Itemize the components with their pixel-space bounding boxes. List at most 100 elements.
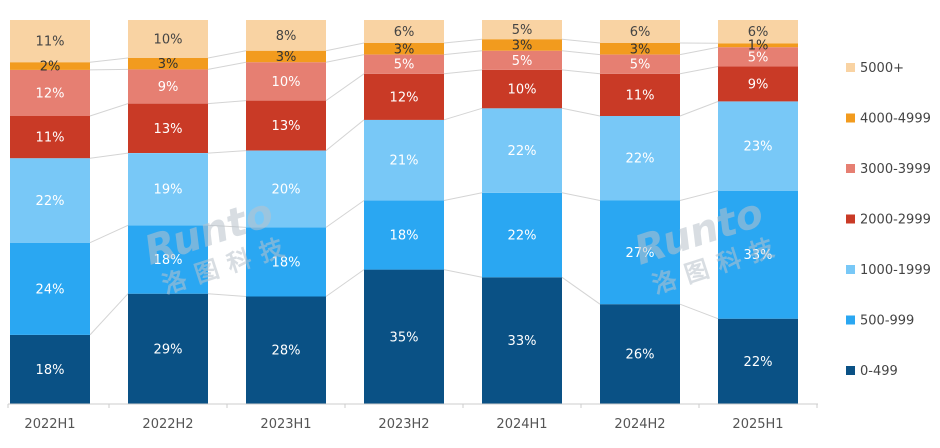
data-label: 33%: [508, 334, 537, 349]
data-label: 11%: [626, 88, 655, 103]
data-label: 20%: [272, 183, 301, 198]
data-label: 22%: [508, 229, 537, 244]
data-label: 11%: [36, 35, 65, 50]
connector-line: [562, 193, 600, 201]
bars-group: [10, 20, 798, 404]
connector-line: [90, 69, 128, 70]
legend-swatch: [846, 215, 855, 224]
data-label: 21%: [390, 154, 419, 169]
data-label: 29%: [154, 342, 183, 357]
connector-line: [208, 62, 246, 69]
legend-item: 0-499: [846, 364, 898, 379]
x-tick-label: 2025H1: [732, 417, 783, 432]
connector-line: [208, 151, 246, 154]
legend-label: 2000-2999: [860, 213, 931, 228]
data-label: 28%: [272, 344, 301, 359]
connector-line: [444, 108, 482, 120]
connector-line: [90, 153, 128, 158]
data-label: 12%: [390, 90, 419, 105]
connector-line: [208, 294, 246, 297]
data-label: 5%: [512, 23, 533, 38]
connector-line: [680, 191, 718, 201]
data-label: 13%: [154, 122, 183, 137]
connector-line: [680, 67, 718, 74]
legend-label: 4000-4999: [860, 112, 931, 127]
legend-item: 500-999: [846, 314, 914, 329]
connector-line: [562, 39, 600, 43]
connector-line: [444, 270, 482, 278]
data-label: 22%: [626, 152, 655, 167]
data-label: 11%: [36, 131, 65, 146]
legend-swatch: [846, 114, 855, 123]
connector-line: [444, 39, 482, 43]
data-label: 5%: [394, 58, 415, 73]
connector-line: [562, 277, 600, 304]
watermarks: Runto 洛图科技 Runto 洛图科技: [139, 187, 787, 301]
legend-label: 500-999: [860, 314, 914, 329]
data-label: 8%: [276, 29, 297, 44]
data-label: 13%: [272, 119, 301, 134]
data-label: 22%: [508, 144, 537, 159]
data-label: 10%: [154, 33, 183, 48]
connector-line: [326, 43, 364, 51]
data-label: 18%: [36, 363, 65, 378]
legend-item: 2000-2999: [846, 213, 931, 228]
legend-swatch: [846, 366, 855, 375]
data-label: 22%: [744, 355, 773, 370]
data-label: 6%: [394, 25, 415, 40]
data-label: 2%: [40, 60, 61, 75]
connector-line: [90, 225, 128, 242]
data-label: 3%: [158, 57, 179, 72]
data-label: 5%: [630, 58, 651, 73]
legend-item: 3000-3999: [846, 162, 931, 177]
connector-line: [680, 304, 718, 319]
legend-label: 1000-1999: [860, 263, 931, 278]
legend-label: 0-499: [860, 364, 898, 379]
connector-line: [208, 51, 246, 58]
data-label: 12%: [36, 87, 65, 102]
connector-line: [562, 108, 600, 116]
connector-line: [208, 101, 246, 104]
connector-line: [562, 70, 600, 74]
connector-line: [444, 51, 482, 55]
connector-line: [326, 74, 364, 101]
connector-line: [562, 51, 600, 55]
data-label: 26%: [626, 348, 655, 363]
data-label: 6%: [630, 25, 651, 40]
data-label: 24%: [36, 282, 65, 297]
legend-swatch: [846, 164, 855, 173]
data-label: 3%: [394, 42, 415, 57]
legend: 5000+ 4000-4999 3000-3999 2000-2999 1000-199…: [846, 61, 931, 379]
connector-line: [326, 55, 364, 63]
data-label: 19%: [154, 183, 183, 198]
connector-line: [680, 47, 718, 54]
connector-line: [326, 201, 364, 228]
data-label: 3%: [512, 39, 533, 54]
legend-swatch: [846, 63, 855, 72]
data-label: 3%: [630, 42, 651, 57]
data-label: 10%: [508, 83, 537, 98]
legend-label: 3000-3999: [860, 162, 931, 177]
legend-item: 5000+: [846, 61, 904, 76]
data-label: 9%: [158, 80, 179, 95]
legend-label: 5000+: [860, 61, 904, 76]
legend-swatch: [846, 316, 855, 325]
data-label: 23%: [744, 140, 773, 155]
connector-line: [444, 70, 482, 74]
data-label: 3%: [276, 50, 297, 65]
x-tick-label: 2022H2: [142, 417, 193, 432]
data-label: 18%: [390, 229, 419, 244]
legend-swatch: [846, 265, 855, 274]
x-tick-label: 2024H1: [496, 417, 547, 432]
data-label: 6%: [748, 25, 769, 40]
x-tick-label: 2023H2: [378, 417, 429, 432]
x-tick-label: 2024H2: [614, 417, 665, 432]
connector-line: [90, 104, 128, 116]
legend-item: 4000-4999: [846, 112, 931, 127]
x-tick-label: 2022H1: [24, 417, 75, 432]
data-label: 5%: [512, 54, 533, 69]
data-label: 1%: [748, 39, 769, 54]
